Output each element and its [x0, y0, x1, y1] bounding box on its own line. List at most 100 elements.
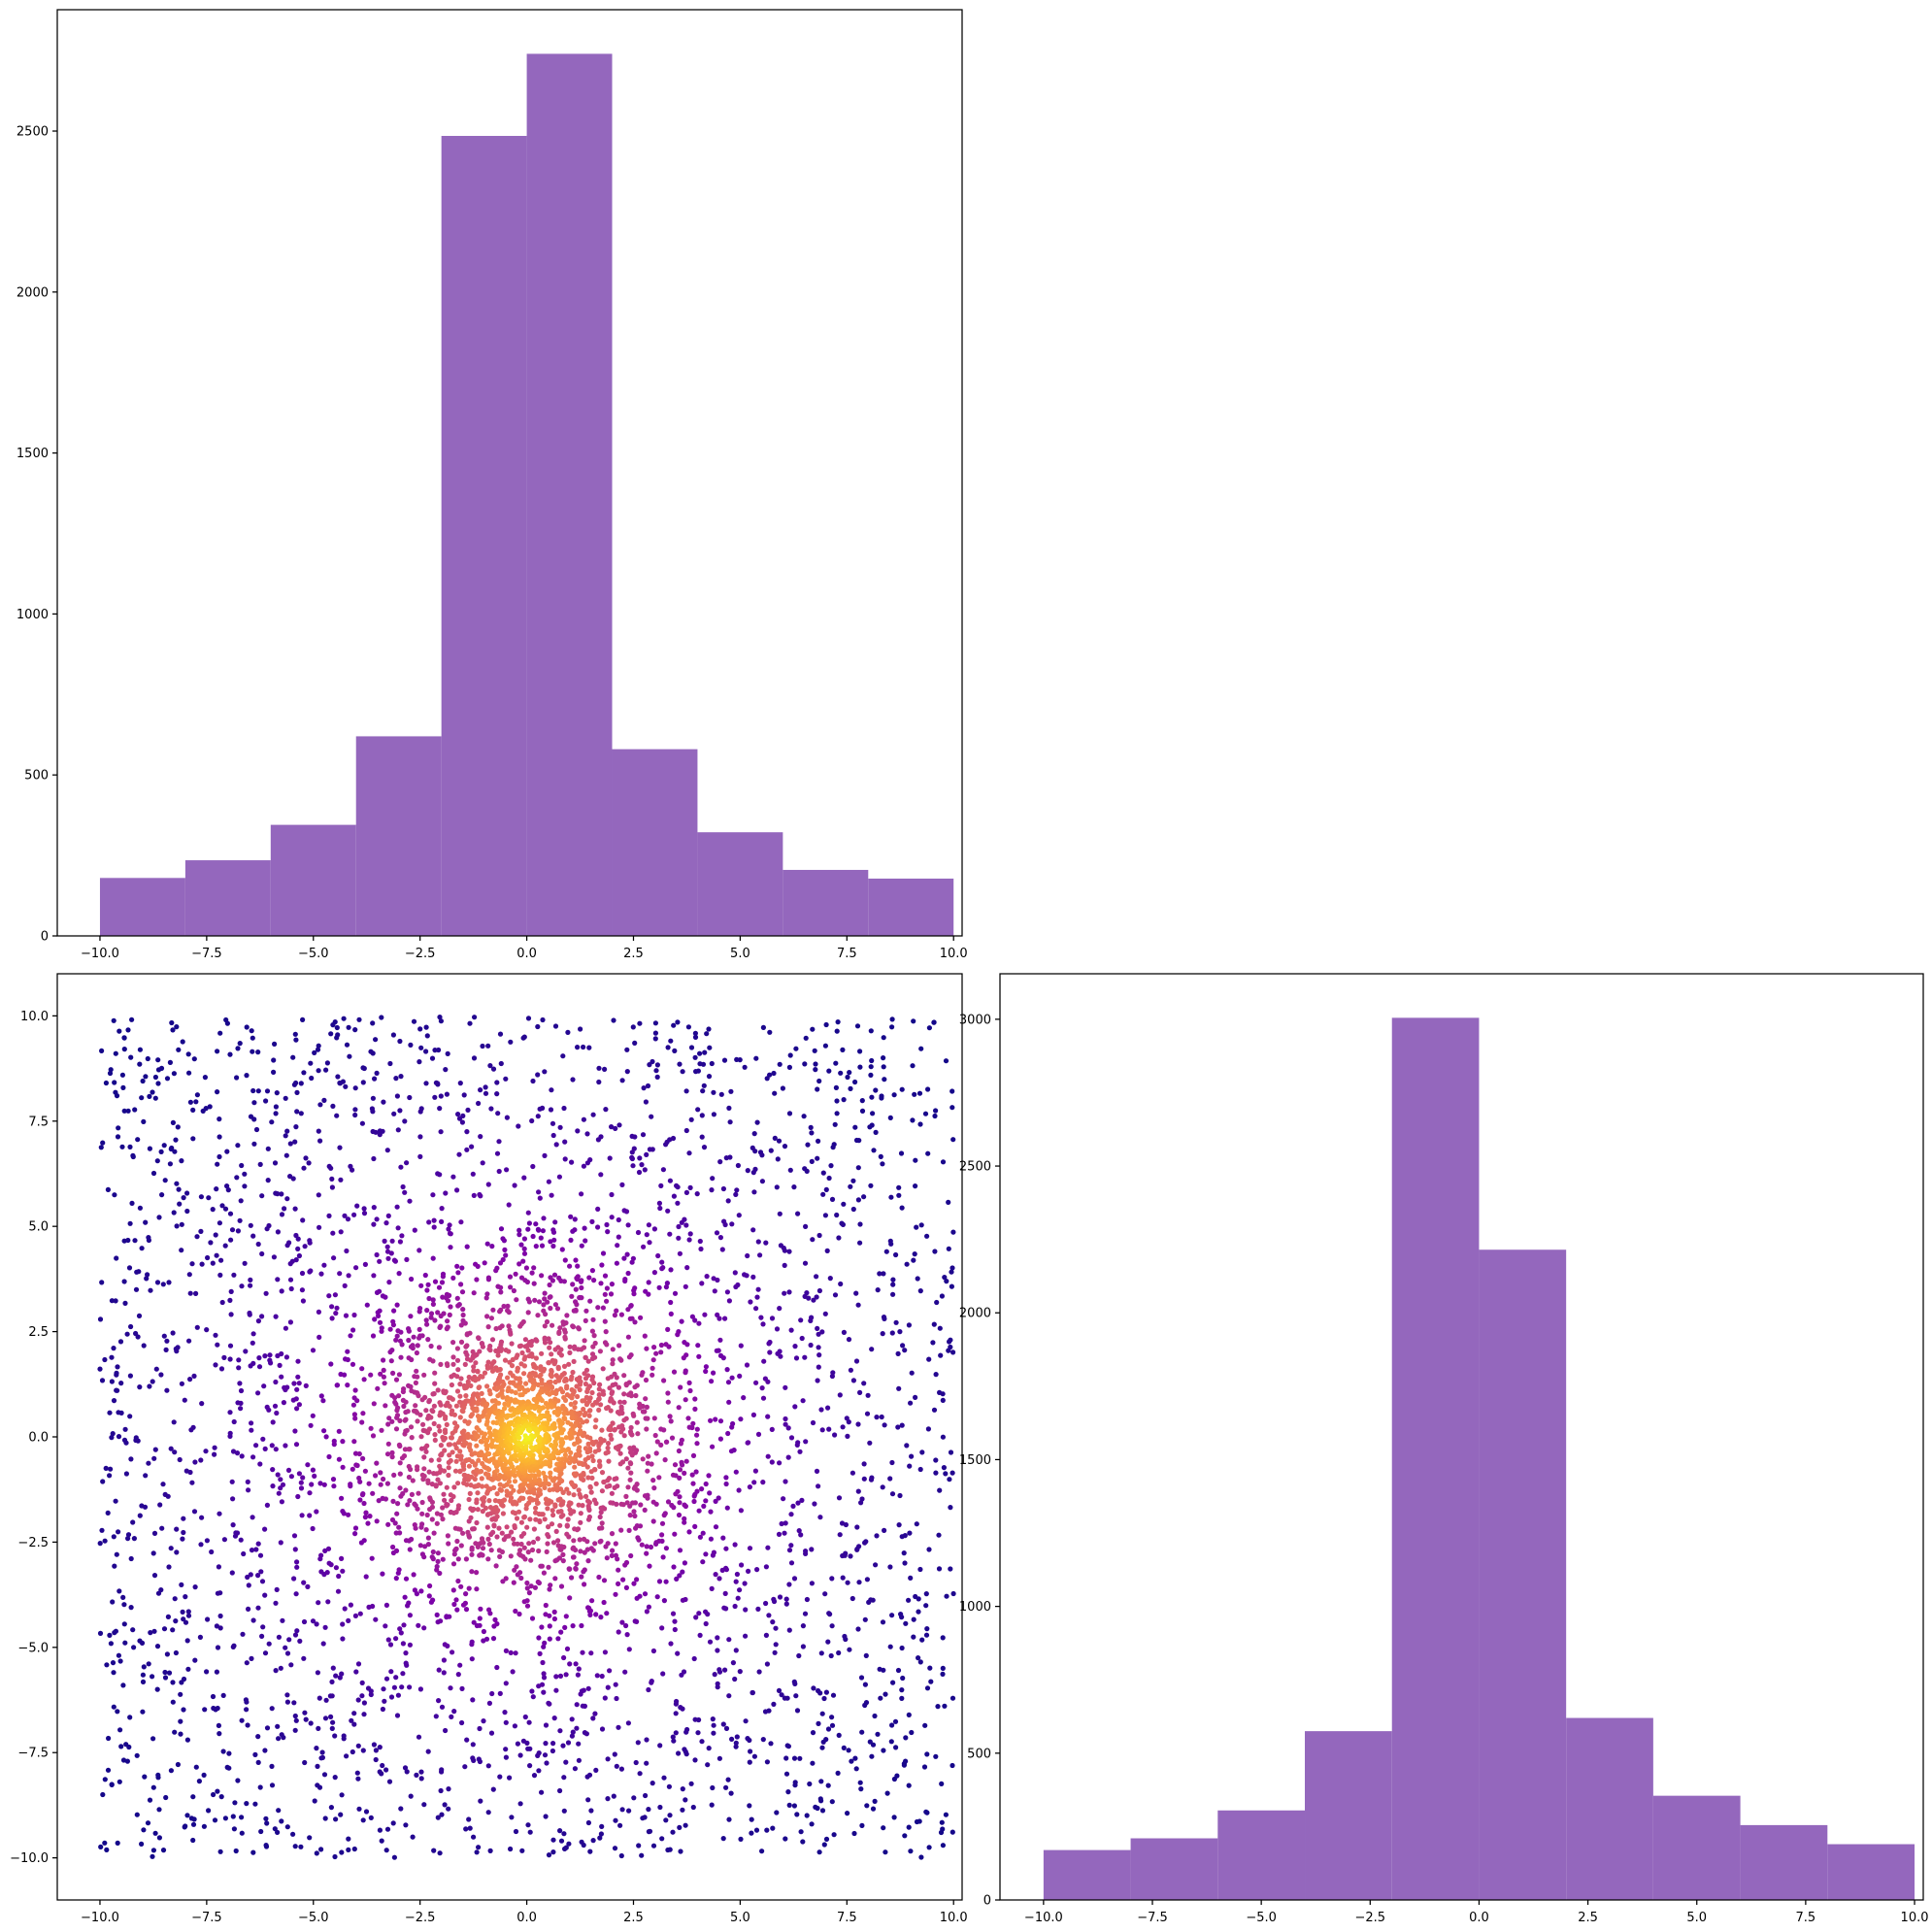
scatter-point	[649, 1114, 654, 1119]
scatter-point	[199, 1515, 205, 1520]
scatter-point	[669, 1435, 676, 1441]
scatter-point	[552, 1576, 558, 1582]
scatter-point	[468, 1357, 474, 1363]
scatter-point	[283, 1152, 289, 1158]
scatter-point	[429, 1516, 435, 1522]
scatter-point	[841, 1097, 847, 1103]
scatter-point	[518, 1541, 524, 1548]
scatter-point	[181, 1529, 186, 1536]
scatter-point	[250, 1035, 255, 1041]
scatter-point	[150, 1848, 156, 1853]
scatter-point	[640, 1456, 646, 1462]
scatter-point	[808, 1124, 814, 1130]
scatter-point	[602, 1273, 609, 1279]
scatter-point	[230, 1522, 236, 1528]
scatter-point	[419, 1499, 425, 1506]
scatter-point	[556, 1555, 563, 1561]
scatter-point	[513, 1608, 518, 1615]
scatter-point	[602, 1291, 608, 1297]
scatter-point	[161, 1626, 168, 1632]
scatter-point	[720, 1836, 726, 1842]
scatter-point	[493, 1505, 499, 1511]
scatter-point	[595, 1137, 602, 1143]
scatter-point	[561, 1831, 567, 1837]
scatter-point	[794, 1812, 800, 1817]
scatter-point	[369, 1555, 375, 1561]
scatter-point	[168, 1768, 174, 1774]
scatter-point	[292, 1844, 298, 1849]
scatter-point	[517, 1801, 523, 1807]
scatter-point	[163, 1794, 169, 1801]
scatter-point	[679, 1318, 684, 1324]
scatter-point	[430, 1549, 436, 1555]
scatter-point	[355, 1661, 362, 1667]
scatter-point	[549, 1192, 554, 1198]
scatter-point	[559, 1389, 566, 1395]
scatter-point	[479, 1439, 484, 1445]
scatter-point	[470, 1742, 476, 1748]
scatter-point	[703, 1364, 710, 1370]
scatter-point	[625, 1392, 632, 1398]
scatter-point	[477, 1417, 483, 1423]
scatter-point	[858, 1500, 864, 1506]
scatter-point	[736, 1487, 742, 1493]
scatter-point	[151, 1628, 157, 1634]
scatter-point	[597, 1382, 603, 1387]
scatter-point	[480, 1509, 485, 1515]
scatter-point	[550, 1132, 556, 1139]
scatter-point	[256, 1355, 262, 1361]
scatter-point	[179, 1381, 184, 1386]
scatter-point	[788, 1543, 794, 1549]
scatter-point	[402, 1594, 408, 1600]
scatter-point	[602, 1066, 608, 1072]
scatter-point	[650, 1365, 655, 1371]
scatter-point	[310, 1618, 316, 1624]
scatter-point	[619, 1807, 625, 1813]
scatter-point	[118, 1410, 124, 1416]
scatter-point	[374, 1460, 380, 1466]
scatter-point	[615, 1410, 621, 1416]
scatter-point	[219, 1299, 225, 1306]
scatter-point	[499, 1530, 505, 1536]
scatter-point	[255, 1573, 261, 1579]
scatter-point	[913, 1157, 918, 1163]
scatter-point	[132, 1107, 138, 1113]
scatter-point	[928, 1679, 934, 1684]
scatter-point	[455, 1578, 461, 1584]
scatter-point	[239, 1162, 245, 1169]
scatter-point	[823, 1021, 829, 1028]
scatter-point	[596, 1574, 602, 1581]
scatter-point	[616, 1567, 621, 1573]
scatter-point	[548, 1470, 553, 1476]
scatter-point	[948, 1566, 953, 1572]
scatter-point	[866, 1599, 872, 1605]
scatter-point	[855, 1302, 861, 1308]
scatter-point	[360, 1817, 366, 1823]
scatter-point	[388, 1358, 394, 1364]
scatter-point	[266, 1641, 272, 1647]
scatter-point	[465, 1107, 471, 1113]
scatter-point	[658, 1442, 664, 1448]
scatter-point	[451, 1484, 457, 1490]
scatter-point	[671, 1369, 678, 1375]
scatter-point	[801, 1114, 807, 1119]
scatter-point	[950, 1590, 956, 1597]
scatter-point	[284, 1650, 291, 1656]
scatter-point	[395, 1501, 401, 1507]
scatter-point	[355, 1776, 361, 1782]
scatter-point	[487, 1391, 493, 1397]
scatter-point	[855, 1421, 861, 1427]
scatter-point	[262, 1446, 268, 1451]
scatter-point	[560, 1551, 566, 1557]
scatter-point	[459, 1289, 466, 1295]
scatter-point	[283, 1133, 288, 1139]
scatter-point	[296, 1402, 302, 1408]
scatter-point	[523, 1381, 529, 1386]
scatter-point	[879, 1095, 884, 1101]
scatter-point	[766, 1341, 772, 1347]
scatter-point	[788, 1512, 794, 1517]
scatter-point	[648, 1544, 654, 1550]
scatter-point	[451, 1601, 457, 1608]
scatter-point	[763, 1632, 770, 1638]
scatter-point	[571, 1545, 577, 1550]
